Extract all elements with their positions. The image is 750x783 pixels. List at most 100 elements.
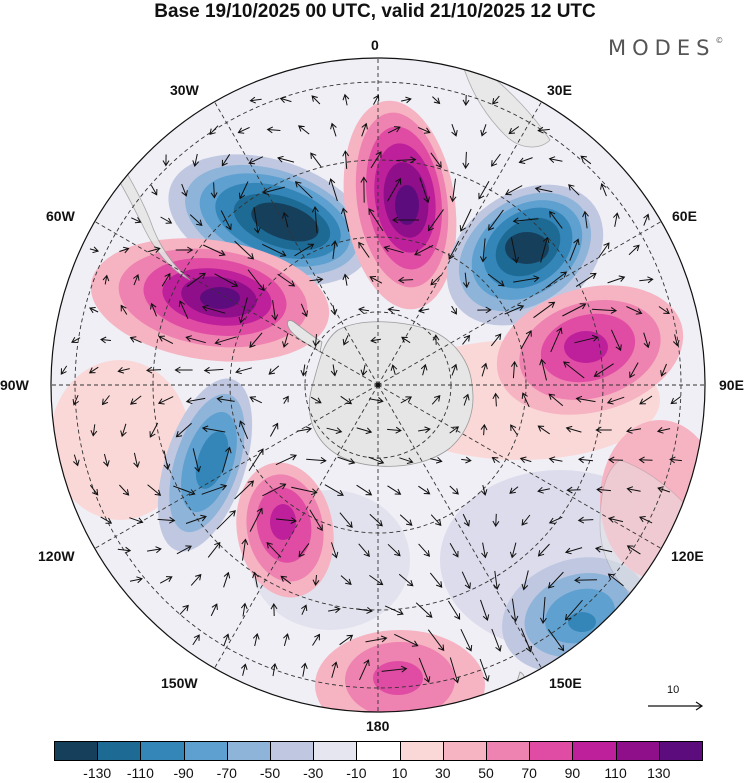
wind-vector — [89, 246, 100, 254]
wind-vector — [248, 156, 264, 165]
wind-vector — [462, 334, 471, 345]
wind-vector — [369, 513, 383, 527]
wind-vector — [595, 426, 612, 434]
wind-vector — [479, 658, 490, 682]
wind-vector — [60, 365, 68, 375]
anomaly-high-175e — [315, 630, 485, 712]
wind-vector — [430, 152, 442, 168]
wind-vector — [387, 543, 401, 557]
reference-vector-label: 10 — [667, 684, 680, 696]
wind-vector — [534, 185, 553, 193]
wind-vector — [387, 177, 402, 202]
wind-vector — [149, 422, 159, 438]
lon-label-30e: 30E — [547, 82, 572, 98]
wind-vector — [512, 217, 539, 225]
wind-vector — [262, 243, 287, 257]
wind-vector — [387, 485, 402, 495]
wind-vector — [545, 271, 568, 289]
wind-vector — [239, 420, 249, 439]
wind-vector — [387, 306, 400, 314]
wind-vector — [417, 126, 431, 134]
wind-vector — [223, 633, 230, 646]
wind-vector — [387, 426, 402, 434]
wind-vector — [283, 633, 290, 647]
wind-vector — [89, 307, 99, 314]
wind-vector — [221, 154, 231, 167]
wind-vector — [120, 423, 127, 438]
wind-vector — [547, 571, 564, 589]
wind-vector — [626, 545, 641, 555]
wind-vector — [369, 574, 384, 586]
wind-vector — [638, 456, 653, 464]
wind-vector — [249, 96, 262, 104]
wind-vector — [508, 126, 520, 135]
colorbar-tick-label: 110 — [604, 765, 627, 781]
wind-vector — [608, 516, 624, 523]
wind-vector — [568, 184, 580, 196]
wind-vector — [537, 486, 551, 494]
anomaly-high-10e — [343, 100, 457, 310]
wind-vector — [578, 456, 594, 464]
wind-vector — [610, 329, 622, 352]
wind-vector — [221, 446, 232, 473]
wind-vector — [72, 394, 79, 406]
wind-vector — [565, 425, 582, 433]
wind-vector — [129, 336, 142, 343]
wind-vector — [628, 244, 640, 256]
colorbar-cell — [226, 741, 271, 761]
wind-vector — [432, 334, 440, 345]
wind-vector — [306, 456, 327, 464]
colorbar-tick-label: 50 — [478, 765, 494, 781]
wind-vector — [223, 571, 231, 588]
wind-vector — [201, 425, 226, 433]
wind-vector — [90, 424, 98, 437]
wind-vector — [209, 125, 219, 136]
wind-vector — [117, 546, 132, 554]
wind-vector — [174, 366, 193, 374]
wind-vector — [119, 484, 130, 496]
colorbar-cell — [97, 741, 142, 761]
wind-vector — [360, 176, 368, 203]
wind-vector — [398, 573, 414, 587]
wind-vector — [330, 305, 338, 316]
wind-vector — [369, 276, 383, 284]
colorbar-cell — [270, 741, 315, 761]
meridian-lines — [51, 101, 705, 712]
wind-vector — [339, 512, 353, 529]
colorbar-cell — [54, 741, 99, 761]
wind-vector — [203, 366, 224, 374]
wind-vector — [298, 543, 310, 558]
africa-landmass — [461, 59, 551, 148]
wind-vector — [326, 427, 343, 434]
wind-vector — [430, 274, 442, 286]
wind-vector — [300, 303, 308, 318]
wind-vector — [669, 456, 682, 464]
wind-vector — [88, 366, 99, 374]
wind-vector — [294, 181, 313, 199]
wind-vector — [418, 426, 431, 434]
wind-vector — [269, 422, 279, 437]
wind-vector — [252, 571, 259, 588]
wind-vector — [548, 156, 563, 163]
wind-vector — [342, 93, 350, 106]
wind-vector — [365, 635, 388, 643]
wind-vector — [399, 514, 413, 526]
wind-vector — [478, 181, 490, 200]
wind-vector — [241, 538, 249, 561]
wind-vector — [493, 570, 500, 591]
meridian-line — [214, 101, 379, 386]
brand-mark: © — [715, 36, 724, 45]
meridian-line — [377, 384, 542, 669]
wind-vector — [370, 336, 381, 344]
wind-vector — [383, 245, 404, 254]
colorbar-cell — [572, 741, 617, 761]
colorbar-cell — [140, 741, 185, 761]
wind-vector — [368, 208, 384, 232]
wind-vector — [359, 659, 370, 681]
colorbar-cell — [183, 741, 228, 761]
wind-vector — [480, 423, 488, 436]
wind-vector — [237, 126, 250, 134]
wind-vector — [100, 516, 113, 524]
wind-vector — [100, 336, 112, 344]
wind-vector — [596, 486, 611, 494]
